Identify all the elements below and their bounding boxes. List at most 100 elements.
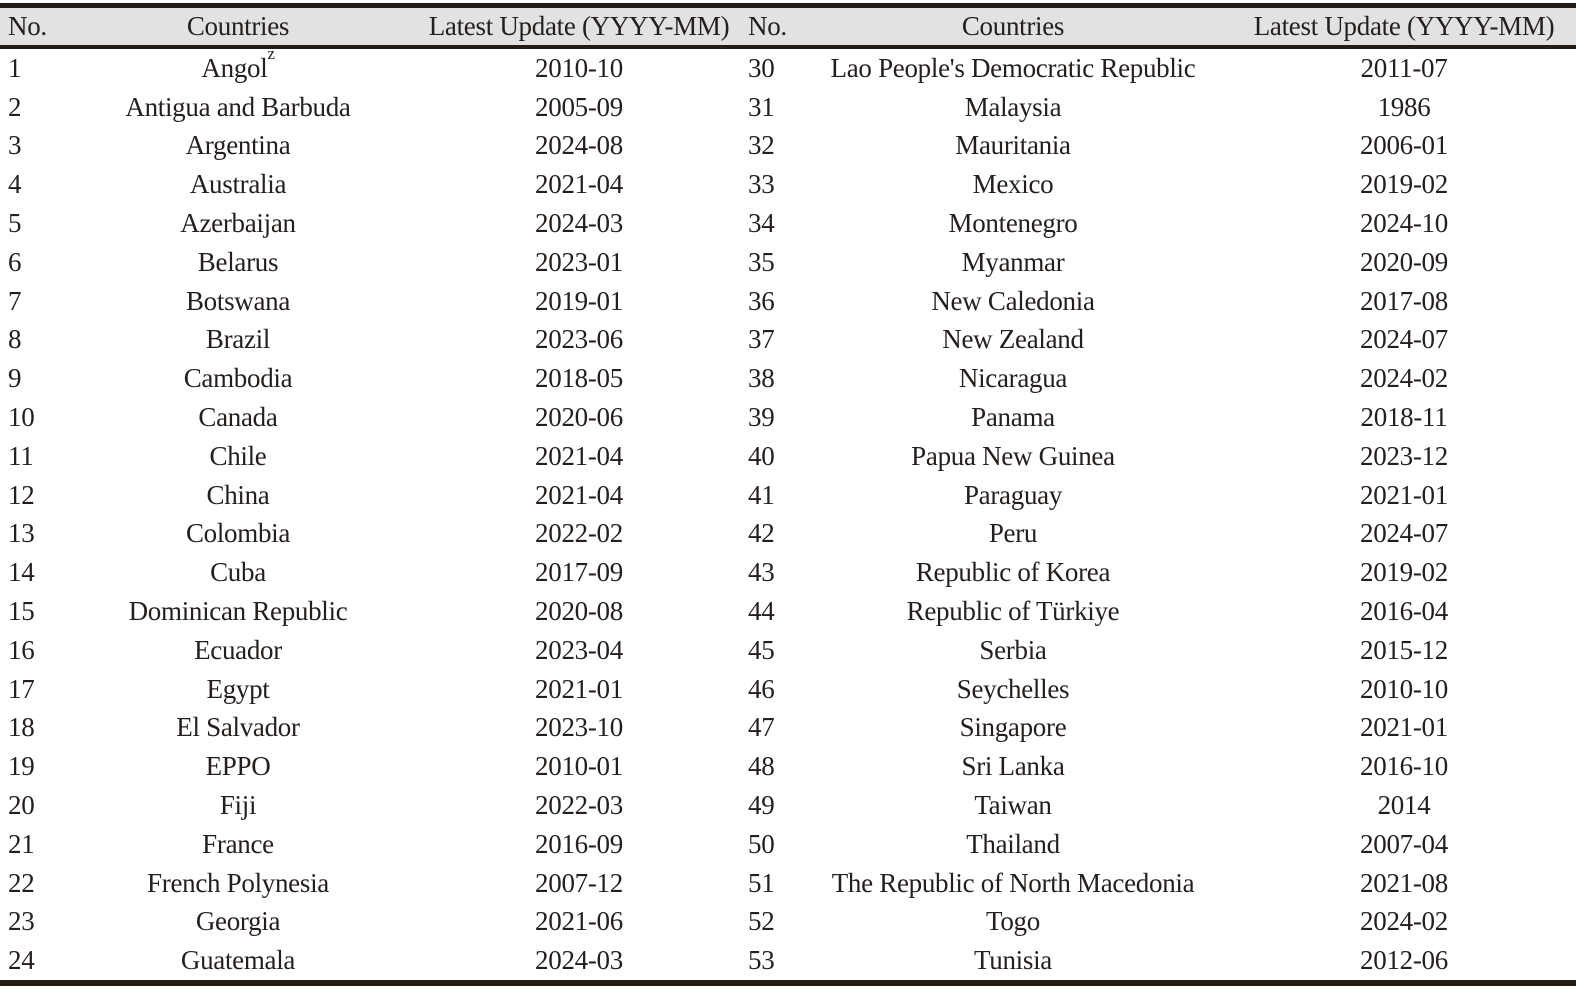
country-text: Singapore bbox=[959, 712, 1067, 743]
row-number-right: 39 bbox=[748, 402, 775, 433]
latest-update-left: 2021-04 bbox=[535, 440, 623, 471]
row-number-left: 16 bbox=[8, 634, 35, 665]
table-row: 12 China 2021-04 41 Paraguay 2021-01 bbox=[0, 476, 1576, 515]
row-number-left: 2 bbox=[8, 91, 22, 122]
latest-update-left: 2024-08 bbox=[535, 130, 623, 161]
table-row: 4 Australia 2021-04 33 Mexico 2019-02 bbox=[0, 165, 1576, 204]
latest-update-left: 2021-01 bbox=[535, 673, 623, 704]
row-number-left: 8 bbox=[8, 324, 22, 355]
country-text: New Zealand bbox=[942, 324, 1084, 355]
country-name-left: Chile bbox=[58, 437, 418, 476]
country-text: Fiji bbox=[219, 790, 257, 821]
latest-update-right: 1986 bbox=[1377, 91, 1431, 122]
country-text: Sri Lanka bbox=[961, 751, 1065, 782]
country-text: Australia bbox=[189, 169, 287, 200]
row-number-right: 43 bbox=[748, 557, 775, 588]
table-row: 18 El Salvador 2023-10 47 Singapore 2021… bbox=[0, 709, 1576, 748]
country-text: Azerbaijan bbox=[180, 208, 296, 239]
latest-update-right: 2019-02 bbox=[1360, 169, 1448, 200]
country-text: Guatemala bbox=[180, 945, 296, 976]
table-row: 1 Angolz 2010-10 30 Lao People's Democra… bbox=[0, 44, 1576, 88]
header-latest-update-right: Latest Update (YYYY-MM) bbox=[1232, 5, 1576, 49]
row-number-right: 37 bbox=[748, 324, 775, 355]
country-text: Republic of Korea bbox=[915, 557, 1111, 588]
country-text: Peru bbox=[988, 518, 1038, 549]
country-text: Canada bbox=[198, 402, 278, 433]
country-text: Thailand bbox=[966, 828, 1060, 859]
header-no-left: No. bbox=[0, 5, 58, 49]
country-text: Montenegro bbox=[948, 208, 1078, 239]
latest-update-right: 2024-10 bbox=[1360, 208, 1448, 239]
country-name-right: New Caledonia bbox=[794, 282, 1232, 321]
country-text: Belarus bbox=[197, 246, 279, 277]
country-text: Cambodia bbox=[183, 363, 293, 394]
row-number-right: 49 bbox=[748, 790, 775, 821]
latest-update-left: 2018-05 bbox=[535, 363, 623, 394]
latest-update-right: 2021-01 bbox=[1360, 479, 1448, 510]
latest-update-left: 2023-10 bbox=[535, 712, 623, 743]
country-text: Angol bbox=[201, 52, 268, 83]
latest-update-left: 2017-09 bbox=[535, 557, 623, 588]
country-text: Cuba bbox=[210, 557, 266, 588]
header-row: No. Countries Latest Update (YYYY-MM) No… bbox=[0, 5, 1576, 49]
row-number-left: 1 bbox=[8, 52, 22, 83]
latest-update-left: 2010-01 bbox=[535, 751, 623, 782]
header-no-right: No. bbox=[740, 5, 794, 49]
table-row: 11 Chile 2021-04 40 Papua New Guinea 202… bbox=[0, 437, 1576, 476]
country-name-right: Lao People's Democratic Republic bbox=[794, 47, 1232, 88]
latest-update-left: 2010-10 bbox=[535, 52, 623, 83]
country-name-right: Republic of Korea bbox=[794, 553, 1232, 592]
country-name-left: China bbox=[58, 476, 418, 515]
country-name-right: Mauritania bbox=[794, 127, 1232, 166]
row-number-right: 34 bbox=[748, 208, 775, 239]
country-text: Mexico bbox=[972, 169, 1054, 200]
footnote-marker: z bbox=[267, 44, 275, 64]
table-row: 16 Ecuador 2023-04 45 Serbia 2015-12 bbox=[0, 631, 1576, 670]
country-name-right: Tunisia bbox=[794, 941, 1232, 983]
table-row: 17 Egypt 2021-01 46 Seychelles 2010-10 bbox=[0, 670, 1576, 709]
country-name-right: Seychelles bbox=[794, 670, 1232, 709]
latest-update-right: 2024-07 bbox=[1360, 518, 1448, 549]
table-row: 14 Cuba 2017-09 43 Republic of Korea 201… bbox=[0, 553, 1576, 592]
latest-update-right: 2016-10 bbox=[1360, 751, 1448, 782]
country-name-right: New Zealand bbox=[794, 321, 1232, 360]
row-number-right: 50 bbox=[748, 828, 775, 859]
country-name-left: France bbox=[58, 825, 418, 864]
table-body: 1 Angolz 2010-10 30 Lao People's Democra… bbox=[0, 44, 1576, 983]
latest-update-left: 2024-03 bbox=[535, 945, 623, 976]
latest-update-left: 2020-06 bbox=[535, 402, 623, 433]
country-text: Lao People's Democratic Republic bbox=[830, 52, 1196, 83]
latest-update-left: 2022-02 bbox=[535, 518, 623, 549]
latest-update-right: 2014 bbox=[1377, 790, 1431, 821]
row-number-right: 41 bbox=[748, 479, 775, 510]
table-header: No. Countries Latest Update (YYYY-MM) No… bbox=[0, 5, 1576, 49]
latest-update-right: 2019-02 bbox=[1360, 557, 1448, 588]
latest-update-left: 2021-06 bbox=[535, 906, 623, 937]
latest-update-left: 2023-06 bbox=[535, 324, 623, 355]
header-countries-right: Countries bbox=[794, 5, 1232, 49]
country-text: EPPO bbox=[205, 751, 271, 782]
country-name-right: Togo bbox=[794, 903, 1232, 942]
latest-update-right: 2017-08 bbox=[1360, 285, 1448, 316]
latest-update-left: 2021-04 bbox=[535, 479, 623, 510]
row-number-right: 44 bbox=[748, 596, 775, 627]
country-name-right: Peru bbox=[794, 515, 1232, 554]
table-row: 20 Fiji 2022-03 49 Taiwan 2014 bbox=[0, 786, 1576, 825]
row-number-left: 4 bbox=[8, 169, 22, 200]
country-text: Dominican Republic bbox=[128, 596, 348, 627]
row-number-right: 38 bbox=[748, 363, 775, 394]
latest-update-right: 2021-08 bbox=[1360, 867, 1448, 898]
table-row: 21 France 2016-09 50 Thailand 2007-04 bbox=[0, 825, 1576, 864]
latest-update-left: 2023-01 bbox=[535, 246, 623, 277]
latest-update-right: 2015-12 bbox=[1360, 634, 1448, 665]
table-row: 22 French Polynesia 2007-12 51 The Repub… bbox=[0, 864, 1576, 903]
country-text: Papua New Guinea bbox=[911, 440, 1115, 471]
row-number-left: 9 bbox=[8, 363, 22, 394]
row-number-right: 36 bbox=[748, 285, 775, 316]
country-text: Panama bbox=[971, 402, 1055, 433]
country-text: Egypt bbox=[206, 673, 270, 704]
row-number-left: 11 bbox=[8, 440, 34, 471]
row-number-left: 24 bbox=[8, 945, 35, 976]
country-name-left: Fiji bbox=[58, 786, 418, 825]
